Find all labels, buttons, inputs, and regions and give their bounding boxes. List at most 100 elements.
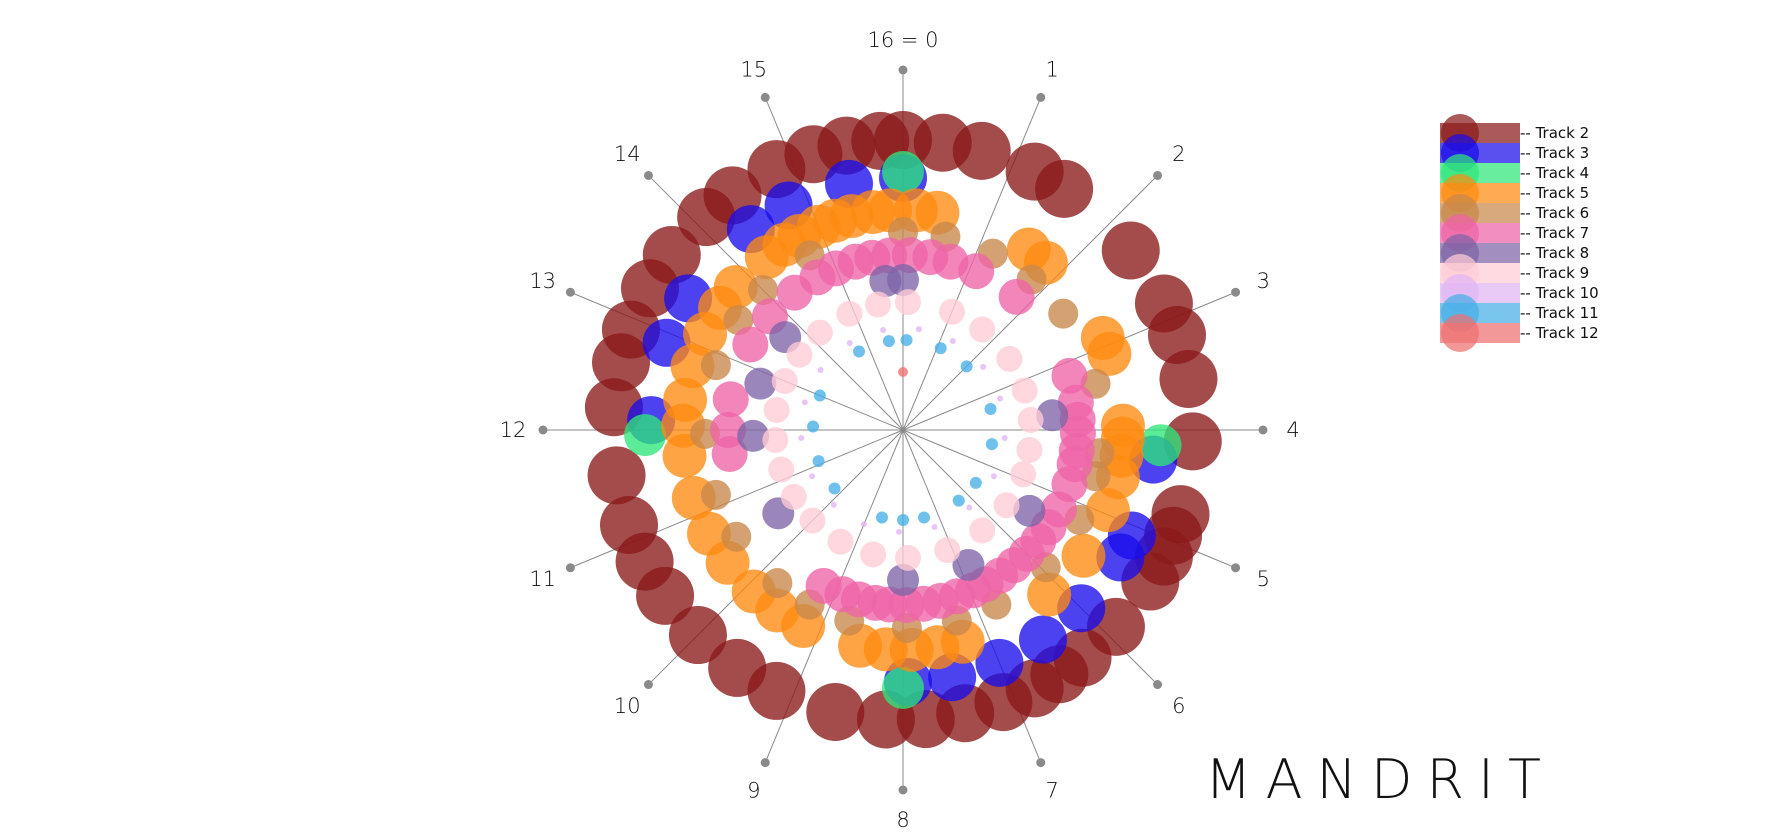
note-track-2-25 xyxy=(668,606,727,665)
legend-label-3: -- Track 5 xyxy=(1520,184,1589,202)
note-track-5-11 xyxy=(1061,533,1106,578)
note-track-10-5 xyxy=(990,473,997,480)
legend-label-9: -- Track 11 xyxy=(1520,304,1599,322)
note-track-8-4 xyxy=(887,564,919,596)
spoke-label-2: 2 xyxy=(1172,142,1185,166)
note-track-12-0 xyxy=(898,367,908,377)
note-track-9-13 xyxy=(827,528,854,555)
note-track-4-2 xyxy=(882,667,924,709)
note-track-9-21 xyxy=(806,319,833,346)
note-track-2-24 xyxy=(708,638,767,697)
spoke-dot-14 xyxy=(643,170,653,180)
spoke-label-3: 3 xyxy=(1257,269,1270,293)
note-track-11-12 xyxy=(807,420,820,433)
note-track-4-3 xyxy=(624,414,667,457)
note-track-2-22 xyxy=(806,682,865,741)
note-track-7-28 xyxy=(805,567,842,604)
note-track-7-3 xyxy=(958,253,995,290)
note-track-9-4 xyxy=(1011,377,1038,404)
spoke-dot-11 xyxy=(565,563,575,573)
spoke-dot-5 xyxy=(1231,563,1241,573)
note-track-6-15 xyxy=(762,568,793,599)
note-track-10-12 xyxy=(798,435,805,442)
note-track-9-2 xyxy=(969,316,996,343)
note-track-11-15 xyxy=(882,335,895,348)
note-track-8-2 xyxy=(1013,494,1046,527)
note-track-8-9 xyxy=(869,265,902,298)
note-track-9-10 xyxy=(934,537,961,564)
note-track-5-10 xyxy=(1085,488,1130,533)
legend: -- Track 2 -- Track 3 -- Track 4 -- Track 5… xyxy=(1440,114,1599,352)
note-track-11-7 xyxy=(918,511,931,524)
note-track-7-31 xyxy=(712,381,749,418)
note-track-11-9 xyxy=(875,511,888,524)
note-track-11-8 xyxy=(897,514,909,526)
note-track-10-3 xyxy=(997,395,1004,402)
note-track-10-6 xyxy=(966,504,973,511)
spoke-label-5: 5 xyxy=(1257,567,1270,591)
note-track-8-7 xyxy=(744,367,777,400)
note-track-2-29 xyxy=(587,446,646,505)
note-track-2-4 xyxy=(1035,159,1094,218)
note-track-9-9 xyxy=(969,517,996,544)
note-track-11-1 xyxy=(934,342,947,355)
spoke-dot-13 xyxy=(565,287,575,297)
note-circles xyxy=(584,111,1222,749)
spoke-dot-0 xyxy=(898,65,908,75)
note-track-6-4 xyxy=(1048,298,1079,329)
note-track-2-34 xyxy=(642,225,701,284)
note-track-10-2 xyxy=(980,363,987,370)
note-track-9-6 xyxy=(1016,437,1043,464)
note-track-5-12 xyxy=(1027,572,1072,617)
spoke-dot-15 xyxy=(760,92,770,102)
note-track-8-3 xyxy=(952,548,985,581)
note-track-7-4 xyxy=(998,278,1035,315)
note-track-10-11 xyxy=(809,473,816,480)
spoke-dot-3 xyxy=(1231,287,1241,297)
note-track-2-28 xyxy=(600,496,659,555)
spoke-dot-6 xyxy=(1153,680,1163,690)
note-track-3-3 xyxy=(1096,533,1145,582)
legend-label-10: -- Track 12 xyxy=(1520,324,1599,342)
note-track-10-10 xyxy=(830,501,837,508)
note-track-9-12 xyxy=(860,541,887,568)
note-track-11-10 xyxy=(828,482,841,495)
note-track-10-14 xyxy=(817,367,824,374)
note-track-8-1 xyxy=(1036,399,1069,432)
note-track-9-7 xyxy=(1010,461,1037,488)
spoke-label-15: 15 xyxy=(740,58,767,82)
spoke-label-14: 14 xyxy=(614,142,641,166)
spoke-dot-9 xyxy=(760,758,770,768)
note-track-10-7 xyxy=(931,524,938,531)
note-track-5-5 xyxy=(1087,331,1132,376)
spoke-label-4: 4 xyxy=(1286,418,1299,442)
note-track-11-0 xyxy=(900,334,913,347)
spoke-label-12: 12 xyxy=(500,418,527,442)
note-track-2-5 xyxy=(1101,221,1160,280)
note-track-5-30 xyxy=(713,265,758,310)
note-track-9-8 xyxy=(993,492,1020,519)
note-track-9-18 xyxy=(763,396,790,423)
note-track-4-0 xyxy=(882,151,924,193)
legend-label-8: -- Track 10 xyxy=(1520,284,1599,302)
note-track-11-5 xyxy=(969,476,982,489)
spoke-label-13: 13 xyxy=(529,269,556,293)
spoke-label-9: 9 xyxy=(747,778,760,802)
note-track-8-6 xyxy=(737,419,770,452)
note-track-9-15 xyxy=(780,483,807,510)
legend-label-0: -- Track 2 xyxy=(1520,124,1589,142)
legend-label-2: -- Track 4 xyxy=(1520,164,1589,182)
note-track-5-22 xyxy=(686,511,731,556)
spoke-label-6: 6 xyxy=(1172,694,1185,718)
note-track-9-11 xyxy=(895,544,922,571)
note-track-2-7 xyxy=(1147,305,1206,364)
note-track-10-16 xyxy=(880,326,887,333)
note-track-10-8 xyxy=(895,528,902,535)
note-track-2-8 xyxy=(1159,350,1218,409)
legend-label-5: -- Track 7 xyxy=(1520,224,1589,242)
note-track-9-0 xyxy=(895,289,922,316)
spoke-dot-7 xyxy=(1036,758,1046,768)
note-track-9-17 xyxy=(762,427,789,454)
spoke-label-11: 11 xyxy=(529,567,556,591)
